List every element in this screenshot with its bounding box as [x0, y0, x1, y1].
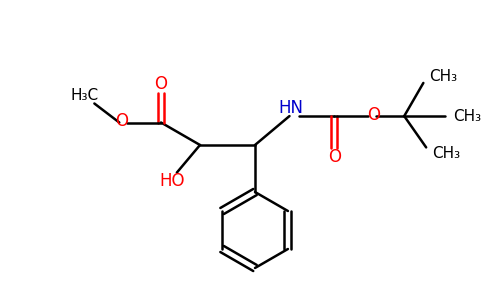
Text: O: O: [154, 75, 167, 93]
Text: CH₃: CH₃: [453, 109, 481, 124]
Text: CH₃: CH₃: [432, 146, 460, 161]
Text: HN: HN: [278, 99, 303, 117]
Text: H₃C: H₃C: [70, 88, 98, 103]
Text: CH₃: CH₃: [429, 69, 457, 84]
Text: O: O: [115, 112, 128, 130]
Text: HO: HO: [159, 172, 184, 190]
Text: O: O: [328, 148, 341, 166]
Text: O: O: [367, 106, 380, 124]
